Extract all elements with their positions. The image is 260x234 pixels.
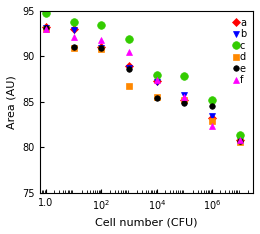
- Legend: a, b, c, d, e, f: a, b, c, d, e, f: [231, 16, 248, 87]
- X-axis label: Cell number (CFU): Cell number (CFU): [95, 217, 198, 227]
- Y-axis label: Area (AU): Area (AU): [7, 75, 17, 129]
